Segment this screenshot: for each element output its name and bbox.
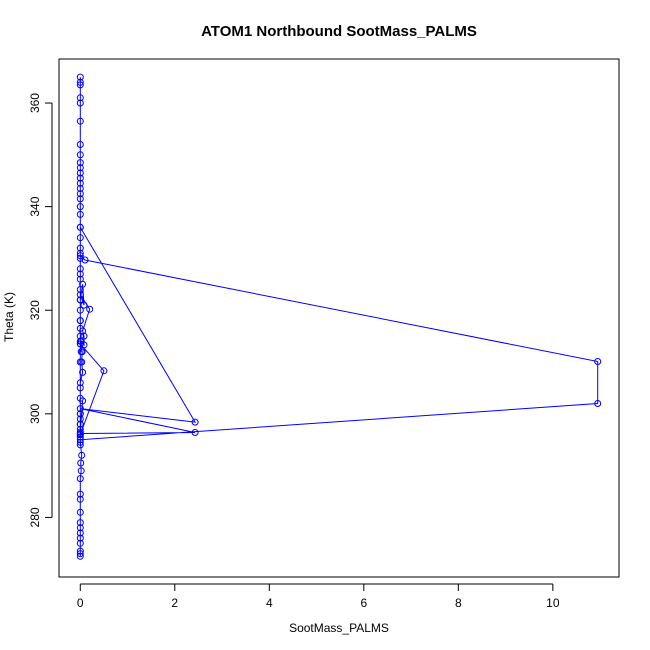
data-point bbox=[76, 425, 84, 433]
data-point bbox=[80, 301, 88, 309]
data-point bbox=[76, 203, 84, 211]
data-point bbox=[76, 291, 84, 299]
data-point bbox=[76, 508, 84, 516]
data-point bbox=[76, 547, 84, 555]
data-point bbox=[80, 332, 88, 340]
data-point bbox=[76, 179, 84, 187]
data-point bbox=[76, 490, 84, 498]
x-axis-label: SootMass_PALMS bbox=[289, 621, 389, 635]
data-point bbox=[76, 210, 84, 218]
data-point bbox=[79, 280, 87, 288]
data-point bbox=[76, 159, 84, 167]
data-point bbox=[77, 459, 85, 467]
data-point bbox=[76, 195, 84, 203]
data-point bbox=[76, 117, 84, 125]
plot-area-frame bbox=[58, 58, 620, 578]
x-axis: 0 2 4 6 8 10 bbox=[77, 583, 560, 610]
data-point bbox=[76, 190, 84, 198]
data-point bbox=[81, 256, 89, 264]
x-tick-label: 4 bbox=[266, 596, 273, 610]
data-point bbox=[594, 400, 602, 407]
data-point bbox=[76, 223, 84, 231]
data-point bbox=[76, 410, 84, 418]
y-tick-label: 320 bbox=[28, 300, 42, 320]
data-point bbox=[76, 306, 84, 314]
x-tick-label: 2 bbox=[171, 596, 178, 610]
data-point bbox=[76, 495, 84, 503]
data-point bbox=[76, 151, 84, 159]
data-point bbox=[76, 441, 84, 449]
data-point bbox=[76, 252, 84, 260]
y-axis: 280 300 320 340 360 bbox=[28, 93, 53, 527]
data-point bbox=[594, 358, 602, 365]
x-tick-label: 8 bbox=[455, 596, 462, 610]
data-point bbox=[76, 415, 84, 423]
data-point bbox=[86, 305, 94, 313]
data-point bbox=[76, 296, 84, 304]
data-point bbox=[79, 397, 87, 405]
data-point bbox=[76, 270, 84, 278]
data-point bbox=[76, 475, 84, 483]
x-tick-label: 0 bbox=[77, 596, 84, 610]
data-point bbox=[76, 438, 84, 446]
data-point bbox=[76, 519, 84, 527]
data-point bbox=[76, 405, 84, 413]
data-point bbox=[76, 164, 84, 172]
data-point bbox=[76, 78, 84, 86]
data-point bbox=[78, 451, 86, 459]
data-point bbox=[77, 467, 85, 475]
data-point bbox=[76, 433, 84, 441]
data-point bbox=[76, 174, 84, 182]
data-point bbox=[76, 539, 84, 547]
data-point bbox=[76, 379, 84, 387]
data-point bbox=[76, 552, 84, 560]
data-point bbox=[76, 249, 84, 257]
data-point bbox=[76, 141, 84, 148]
data-point bbox=[76, 550, 84, 558]
data-point bbox=[76, 430, 84, 437]
data-point bbox=[76, 185, 84, 192]
data-point bbox=[76, 534, 84, 542]
data-point bbox=[76, 94, 84, 102]
data-point bbox=[76, 73, 84, 81]
data-point bbox=[76, 529, 84, 537]
data-point bbox=[76, 169, 84, 177]
data-point bbox=[76, 254, 84, 262]
x-tick-label: 10 bbox=[546, 596, 560, 610]
series-sootmass bbox=[76, 73, 602, 560]
data-point bbox=[76, 317, 84, 325]
data-point bbox=[100, 367, 108, 375]
data-point bbox=[76, 234, 84, 242]
data-point bbox=[76, 265, 84, 273]
series-line bbox=[79, 77, 599, 557]
y-tick-label: 360 bbox=[28, 93, 42, 113]
data-point bbox=[76, 340, 84, 348]
data-point bbox=[76, 420, 84, 428]
data-point bbox=[79, 368, 87, 376]
data-point bbox=[76, 81, 84, 89]
y-tick-label: 340 bbox=[28, 196, 42, 216]
x-tick-label: 6 bbox=[360, 596, 367, 610]
data-point bbox=[76, 358, 84, 366]
y-axis-label: Theta (K) bbox=[2, 292, 16, 342]
data-point bbox=[76, 524, 84, 532]
data-point bbox=[76, 384, 84, 392]
data-point bbox=[77, 348, 85, 356]
y-tick-label: 280 bbox=[28, 507, 42, 527]
data-point bbox=[76, 99, 84, 107]
data-point bbox=[191, 418, 199, 426]
data-point bbox=[79, 327, 87, 335]
data-point bbox=[76, 244, 84, 252]
chart-title: ATOM1 Northbound SootMass_PALMS bbox=[201, 23, 477, 40]
data-point bbox=[191, 429, 199, 436]
y-tick-label: 300 bbox=[28, 403, 42, 423]
